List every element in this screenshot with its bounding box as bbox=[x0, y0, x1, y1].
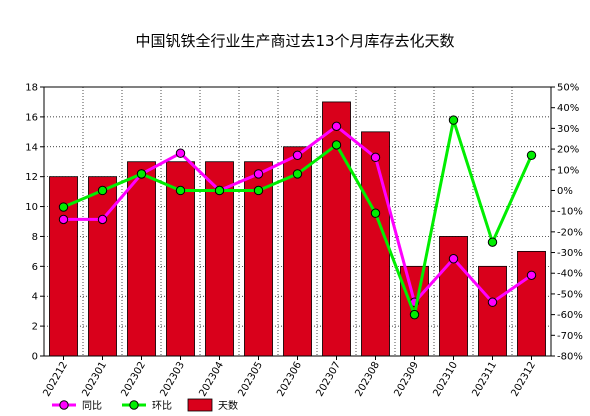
point bbox=[175, 148, 186, 158]
y-right-tick-label: 30% bbox=[557, 124, 579, 135]
y-right-tick-label: -80% bbox=[557, 352, 583, 363]
point bbox=[58, 202, 69, 212]
y-left-tick-label: 4 bbox=[32, 292, 38, 303]
x-tick-label: 202309 bbox=[392, 360, 421, 399]
y-right-tick-label: -70% bbox=[557, 331, 583, 342]
legend-label: 天数 bbox=[218, 399, 238, 412]
x-tick-label: 202308 bbox=[353, 360, 382, 399]
point bbox=[526, 270, 537, 280]
lines bbox=[58, 115, 537, 320]
point bbox=[58, 214, 69, 225]
y-right-tick-label: 40% bbox=[557, 103, 579, 114]
y-left-tick-label: 2 bbox=[32, 322, 38, 333]
x-tick-label: 202306 bbox=[275, 360, 304, 399]
point bbox=[487, 237, 498, 247]
point bbox=[97, 185, 108, 196]
y-right-tick-label: 0% bbox=[557, 186, 573, 197]
x-tick-label: 202305 bbox=[236, 360, 265, 399]
chart-title: 中国钒铁全行业生产商过去13个月库存去化天数 bbox=[135, 32, 455, 50]
y-left-tick-label: 6 bbox=[32, 262, 38, 273]
y-right-tick-label: -30% bbox=[557, 248, 583, 259]
y-left-tick-label: 0 bbox=[32, 352, 38, 363]
x-tick-label: 202303 bbox=[158, 360, 187, 399]
bar bbox=[517, 250, 546, 357]
point bbox=[448, 115, 459, 125]
point bbox=[409, 309, 420, 320]
y-right-tick-label: 10% bbox=[557, 165, 579, 176]
y-left-tick-label: 12 bbox=[25, 172, 38, 183]
point bbox=[370, 208, 381, 218]
point bbox=[136, 169, 147, 179]
y-right-tick-label: -60% bbox=[557, 310, 583, 321]
x-tick-label: 202302 bbox=[119, 360, 148, 399]
point bbox=[253, 169, 264, 179]
point bbox=[175, 185, 186, 196]
point bbox=[253, 185, 264, 196]
x-tick-label: 202301 bbox=[80, 360, 109, 399]
point bbox=[292, 150, 303, 160]
bar bbox=[361, 131, 390, 357]
y-left-tick-label: 18 bbox=[25, 83, 38, 94]
bar bbox=[166, 161, 195, 357]
y-left-tick-label: 10 bbox=[25, 202, 38, 213]
point bbox=[331, 121, 342, 132]
bars bbox=[49, 101, 546, 357]
point bbox=[448, 254, 459, 264]
y-right-tick-label: 50% bbox=[557, 83, 579, 94]
y-right-tick-label: -40% bbox=[557, 269, 583, 280]
bar bbox=[283, 146, 312, 357]
y-right-tick-label: -10% bbox=[557, 207, 583, 218]
y-left-tick-label: 16 bbox=[25, 112, 38, 123]
legend-label: 同比 bbox=[82, 400, 102, 412]
bar bbox=[478, 265, 507, 357]
legend-swatch-marker bbox=[59, 400, 69, 410]
point bbox=[214, 185, 225, 196]
bar bbox=[322, 101, 351, 357]
x-tick-label: 202307 bbox=[314, 360, 343, 399]
point bbox=[487, 297, 498, 307]
y-right-tick-label: -20% bbox=[557, 227, 583, 238]
point bbox=[292, 169, 303, 179]
y-right-tick-label: 20% bbox=[557, 145, 579, 156]
y-left-tick-label: 8 bbox=[32, 232, 38, 243]
x-tick-label: 202212 bbox=[41, 360, 70, 399]
x-tick-label: 202312 bbox=[509, 360, 538, 399]
legend-swatch-bar bbox=[187, 398, 213, 412]
y-right-tick-label: -50% bbox=[557, 289, 583, 300]
point bbox=[97, 214, 108, 225]
x-tick-label: 202310 bbox=[431, 360, 460, 399]
point bbox=[526, 150, 537, 160]
y-left-tick-label: 14 bbox=[25, 142, 38, 153]
point bbox=[370, 152, 381, 163]
legend-swatch-marker bbox=[129, 400, 139, 410]
legend: 同比 环比 天数 bbox=[52, 398, 238, 412]
bar bbox=[127, 161, 156, 357]
bar bbox=[88, 176, 117, 357]
x-tick-label: 202304 bbox=[197, 360, 226, 399]
x-tick-label: 202311 bbox=[470, 360, 499, 399]
point bbox=[331, 140, 342, 150]
legend-label: 环比 bbox=[152, 400, 172, 412]
